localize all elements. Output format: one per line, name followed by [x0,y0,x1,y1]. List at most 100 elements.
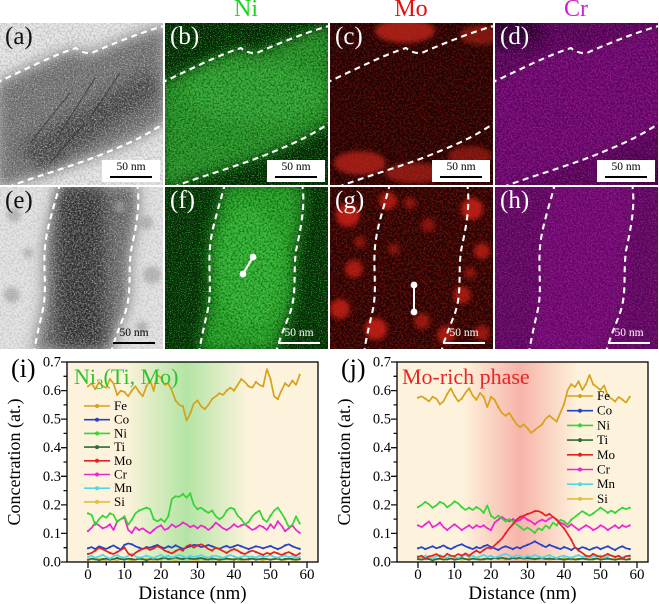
panel-f-micrograph: (f) 50 nm [165,187,328,349]
series-line-cr [417,516,631,531]
series-line-mo [87,543,301,557]
panel-g-image [330,187,493,349]
panel-a-image [0,23,163,185]
series-markers-cr [86,516,301,534]
series-markers-fe [86,373,301,415]
series-markers-co [416,540,631,552]
scale-bar-label: 50 nm [119,327,149,340]
legend-swatch-marker [95,499,99,504]
legend-label: Ni [597,417,610,432]
phase-highlight-band [124,362,249,562]
x-tick-label: 50 [593,567,608,583]
legend-swatch-marker [578,467,582,472]
scale-bar-line [113,341,155,344]
legend-entry-co: Co [567,403,612,418]
scale-bar-line [275,175,317,178]
legend-label: Co [114,412,129,427]
series-line-co [417,540,630,551]
y-tick-label: 0.0 [43,555,61,571]
legend-label: Mo [114,453,132,468]
y-tick-label: 0.4 [373,440,392,456]
phase-highlight-band [461,362,579,562]
legend-entry-mn: Mn [84,480,133,495]
y-tick-label: 0.5 [43,412,61,428]
x-tick-label: 10 [117,567,132,583]
y-tick-label: 0.6 [373,383,391,399]
grain-boundary-dashed-line [363,187,391,349]
panel-c-micrograph: (c) 50 nm [330,23,493,185]
legend-swatch-marker [95,431,99,436]
series-markers-ni [416,500,631,534]
x-tick-label: 10 [447,567,462,583]
chart-j-label: (j) [341,354,366,383]
x-tick-label: 30 [190,567,205,583]
panel-b-micrograph: (b) 50 nm [165,23,328,185]
grain-boundary-dashed-line [110,187,140,349]
legend-label: Ti [597,432,608,447]
legend-swatch-marker [95,458,99,463]
grain-boundary-dashed-line [505,122,658,185]
legend-swatch-marker [578,496,582,501]
panel-d-image [495,23,658,185]
panel-g-label: (g) [335,187,365,214]
axis-ticks [61,361,308,568]
panel-c-label: (c) [335,23,363,50]
legend-swatch-marker [95,445,99,450]
x-tick-label: 60 [300,567,315,583]
series-line-co [87,542,300,551]
legend-entry-si: Si [567,491,608,506]
legend-swatch-marker [95,417,99,422]
legend-swatch-marker [578,394,582,398]
series-line-ni [417,500,631,534]
chart-i-linescan: (i) 0 10 20 30 40 50 60 0.0 0.1 0.2 0.3 0.4 0.5 0.6 0.… [0,350,329,604]
series-line-ti [417,556,630,562]
legend-swatch-marker [578,438,582,443]
scale-bar-line [608,341,650,344]
scale-bar-label: 50 nm [449,327,479,340]
x-tick-label: 50 [263,567,278,583]
scale-bar: 50 nm [432,160,490,182]
legend-entry-cr: Cr [567,462,611,477]
x-tick-label: 30 [520,567,535,583]
legend-swatch-marker [95,404,99,408]
legend-swatch-marker [578,408,582,413]
series-line-fe [87,368,301,422]
grain-boundary-dashed-line [330,25,493,83]
legend-label: Fe [114,398,127,413]
scale-bar-line [605,175,647,178]
series-line-mo [417,510,630,560]
y-tick-label: 0.6 [43,383,61,399]
grain-boundary-dashed-line [275,187,305,349]
legend-swatch-marker [95,486,99,491]
scale-bar-label: 50 nm [614,327,644,340]
chart-title: Ni3(Ti, Mo) [74,364,179,393]
legend-label: Ni [114,425,127,440]
scale-bar-line [443,341,485,344]
y-tick-label: 0.2 [373,497,391,513]
scale-bar-label: 50 nm [611,161,641,174]
legend-label: Co [597,403,612,418]
legend-label: Cr [597,462,611,477]
chart-svg: 0 10 20 30 40 50 60 0.0 0.1 0.2 0.3 0.4 0.5 0.6 0.7 Dis… [334,355,649,604]
panel-a-label: (a) [5,23,33,50]
grain-boundary-dashed-line [605,187,635,349]
title-sub: 3 [96,377,104,393]
legend-entry-fe: Fe [567,388,610,403]
column-label-cr: Cr [564,0,588,22]
legend-swatch-marker [95,472,99,477]
y-tick-label: 0.7 [373,355,391,371]
legend-label: Si [114,494,125,509]
column-label-ni: Ni [234,0,258,22]
legend-label: Mo [597,447,615,462]
scale-bar-line [278,341,320,344]
scale-bar: 50 nm [608,327,650,344]
legend-entry-si: Si [84,494,125,509]
series-markers-mn [86,552,301,560]
panel-a-micrograph: (a) 50 nm [0,23,163,185]
panel-f-image [165,187,328,349]
grain-boundary-dashed-line [175,122,328,185]
scale-bar: 50 nm [102,160,160,182]
scale-bar-label: 50 nm [284,327,314,340]
grain-boundary-dashed-line [10,122,163,185]
